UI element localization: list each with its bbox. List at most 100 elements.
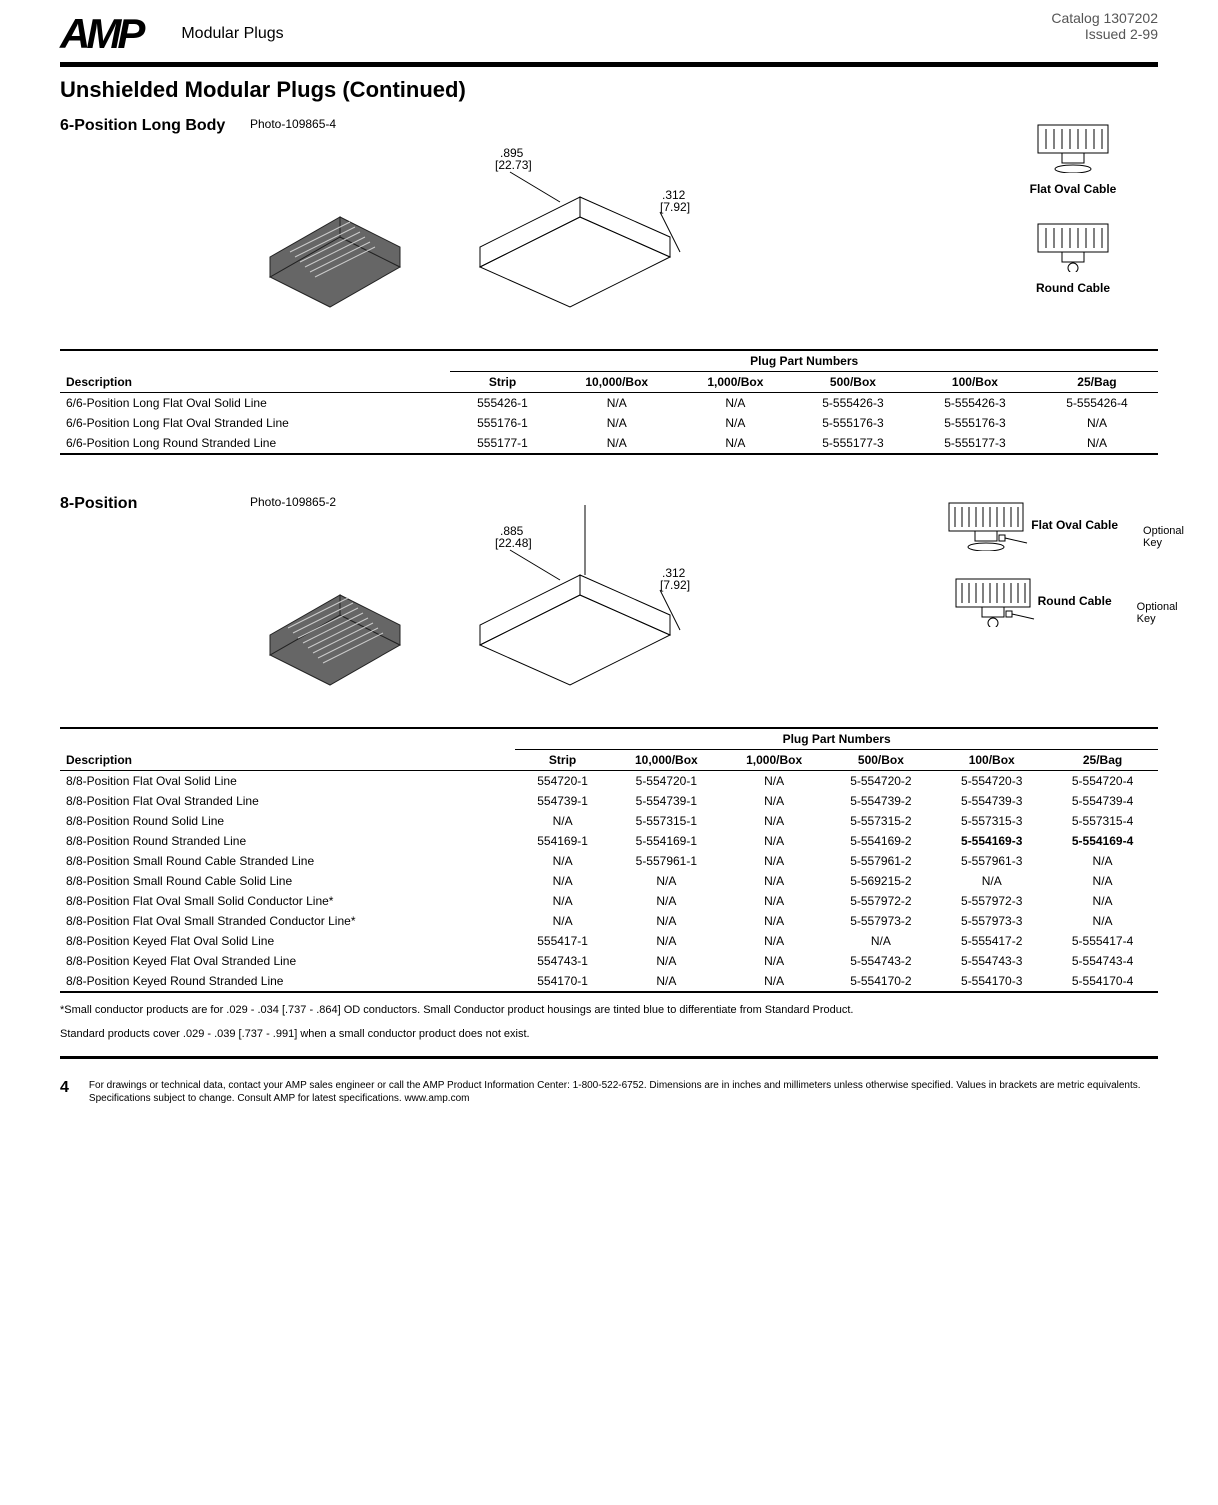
table-cell: 5-554720-4 [1047,771,1158,792]
table-cell: 554720-1 [515,771,610,792]
svg-text:[22.48]: [22.48] [495,536,532,550]
table-cell: 5-554170-3 [936,971,1047,992]
table-cell: N/A [723,871,826,891]
table-cell: N/A [1047,911,1158,931]
table-cell: 5-554743-3 [936,951,1047,971]
photo-col-8: Photo-109865-2 [250,495,430,715]
table-cell: 5-557973-3 [936,911,1047,931]
table-6pos: DescriptionPlug Part NumbersStrip10,000/… [60,349,1158,455]
section-6pos: 6-Position Long Body Photo-109865-4 [60,117,1158,337]
table-cell: 555176-1 [450,413,554,433]
table-row: 8/8-Position Keyed Flat Oval Stranded Li… [60,951,1158,971]
plug-iso-icon [250,137,430,337]
table-row: 8/8-Position Keyed Flat Oval Solid Line5… [60,931,1158,951]
table-cell: 5-555176-3 [792,413,914,433]
table-cell: N/A [826,931,937,951]
table-cell: 8/8-Position Round Solid Line [60,811,515,831]
table-cell: 5-557961-2 [826,851,937,871]
table-cell: N/A [1047,891,1158,911]
table-cell: 5-554720-3 [936,771,1047,792]
table-cell: 5-557961-3 [936,851,1047,871]
table-cell: 5-555426-3 [792,393,914,414]
flat-oval-wrap-8: OptionalKey Flat Oval Cable [941,495,1118,551]
table-cell: 5-557973-2 [826,911,937,931]
round-cable-icon-8 [948,571,1038,627]
flat-oval-label: Flat Oval Cable [1028,182,1118,196]
header-row: AMP Modular Plugs Catalog 1307202 Issued… [60,10,1158,58]
table-cell: 8/8-Position Keyed Round Stranded Line [60,971,515,992]
table-cell: N/A [723,791,826,811]
flat-oval-cable-icon [1028,117,1118,173]
table-cell: N/A [610,931,723,951]
table-cell: N/A [723,911,826,931]
table-cell: 5-555177-3 [914,433,1036,454]
table-cell: 8/8-Position Flat Oval Stranded Line [60,791,515,811]
photo-label-8: Photo-109865-2 [250,495,336,509]
table-cell: 554743-1 [515,951,610,971]
table-cell: 5-557315-4 [1047,811,1158,831]
table-cell: N/A [555,393,679,414]
round-cable-wrap: Round Cable [1028,216,1118,295]
flat-oval-cable-icon-8 [941,495,1031,551]
table-cell: 6/6-Position Long Round Stranded Line [60,433,450,454]
dim-895-bracket: [22.73] [495,158,532,172]
table-cell: 6/6-Position Long Flat Oval Stranded Lin… [60,413,450,433]
dimension-drawing-8: .885 [22.48] .312 [7.92] [450,495,710,700]
table-cell: N/A [679,433,792,454]
table-cell: N/A [555,413,679,433]
table-cell: N/A [610,871,723,891]
footer-text: For drawings or technical data, contact … [89,1079,1158,1105]
table-cell: 5-555417-4 [1047,931,1158,951]
footnote-2: Standard products cover .029 - .039 [.73… [60,1027,1158,1041]
table-cell: 6/6-Position Long Flat Oval Solid Line [60,393,450,414]
table-cell: N/A [1047,851,1158,871]
table-cell: 5-557961-1 [610,851,723,871]
table-row: 8/8-Position Round Solid LineN/A5-557315… [60,811,1158,831]
heading-6pos: 6-Position Long Body [60,117,230,135]
table-cell: 5-554743-2 [826,951,937,971]
dim-312-bracket: [7.92] [660,200,690,214]
table-cell: 5-554170-2 [826,971,937,992]
section-8pos: 8-Position Photo-109865-2 [60,495,1158,715]
cable-icons-8: OptionalKey Flat Oval Cable OptionalKey … [941,495,1118,627]
table-cell: 5-557972-2 [826,891,937,911]
table-cell: N/A [723,811,826,831]
table-row: 6/6-Position Long Round Stranded Line555… [60,433,1158,454]
table-cell: N/A [610,951,723,971]
table-cell: N/A [555,433,679,454]
table-row: 8/8-Position Round Stranded Line554169-1… [60,831,1158,851]
table-cell: 5-557972-3 [936,891,1047,911]
photo-label-6: Photo-109865-4 [250,117,336,131]
table-cell: 8/8-Position Small Round Cable Stranded … [60,851,515,871]
issued-date: Issued 2-99 [1051,26,1158,42]
photo-col-6: Photo-109865-4 [250,117,430,337]
table-row: 8/8-Position Keyed Round Stranded Line55… [60,971,1158,992]
table-cell: 554169-1 [515,831,610,851]
round-cable-icon [1028,216,1118,272]
table-cell: 5-554720-2 [826,771,937,792]
table-cell: 5-557315-1 [610,811,723,831]
table-cell: 5-554720-1 [610,771,723,792]
table-row: 8/8-Position Flat Oval Small Stranded Co… [60,911,1158,931]
table-cell: 5-554169-3 [936,831,1047,851]
table-cell: 5-554169-4 [1047,831,1158,851]
plug-iso-icon-8 [250,515,430,715]
table-cell: 5-554169-2 [826,831,937,851]
table-cell: N/A [610,911,723,931]
optional-key-label-2: OptionalKey [1137,601,1178,625]
page-title: Unshielded Modular Plugs (Continued) [60,77,1158,103]
table-cell: 554170-1 [515,971,610,992]
table-cell: N/A [610,891,723,911]
table-row: 8/8-Position Flat Oval Small Solid Condu… [60,891,1158,911]
table-cell: 554739-1 [515,791,610,811]
table-cell: 8/8-Position Flat Oval Small Solid Condu… [60,891,515,911]
table-cell: N/A [723,931,826,951]
table-row: 6/6-Position Long Flat Oval Stranded Lin… [60,413,1158,433]
dim-312-bracket-8: [7.92] [660,578,690,592]
round-cable-label-8: Round Cable [1038,594,1112,608]
rule-top [60,62,1158,67]
table-cell: N/A [936,871,1047,891]
table-cell: 5-569215-2 [826,871,937,891]
table-cell: N/A [515,911,610,931]
svg-text:[7.92]: [7.92] [660,578,690,592]
